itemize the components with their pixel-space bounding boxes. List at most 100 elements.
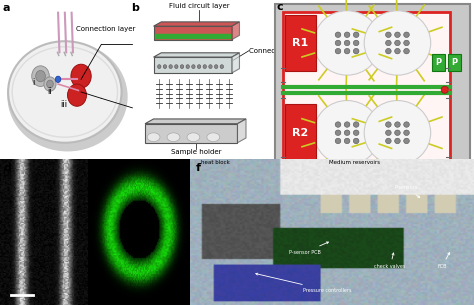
Circle shape bbox=[395, 48, 400, 54]
Bar bbox=[154, 26, 232, 40]
Text: ii: ii bbox=[47, 88, 52, 96]
Polygon shape bbox=[145, 119, 246, 124]
Polygon shape bbox=[237, 119, 246, 143]
Circle shape bbox=[395, 32, 400, 38]
Circle shape bbox=[344, 40, 350, 46]
Circle shape bbox=[353, 122, 359, 127]
Circle shape bbox=[163, 65, 167, 69]
Ellipse shape bbox=[8, 42, 128, 152]
Circle shape bbox=[385, 130, 391, 135]
Circle shape bbox=[353, 48, 359, 54]
Circle shape bbox=[36, 70, 46, 82]
Ellipse shape bbox=[167, 133, 180, 142]
Circle shape bbox=[404, 40, 410, 46]
Circle shape bbox=[404, 48, 410, 54]
Circle shape bbox=[385, 122, 391, 127]
Circle shape bbox=[314, 11, 380, 75]
Text: P: P bbox=[451, 58, 457, 67]
Circle shape bbox=[191, 65, 195, 69]
Circle shape bbox=[203, 65, 207, 69]
Text: b: b bbox=[131, 3, 139, 13]
Circle shape bbox=[404, 130, 410, 135]
Circle shape bbox=[395, 40, 400, 46]
Circle shape bbox=[46, 80, 54, 88]
Bar bbox=[336, 175, 356, 186]
Polygon shape bbox=[154, 22, 239, 26]
Circle shape bbox=[353, 138, 359, 144]
Text: f: f bbox=[195, 163, 201, 173]
Circle shape bbox=[353, 40, 359, 46]
Circle shape bbox=[335, 32, 341, 38]
Circle shape bbox=[71, 64, 91, 88]
Text: i: i bbox=[33, 78, 35, 87]
Circle shape bbox=[344, 122, 350, 127]
Circle shape bbox=[404, 138, 410, 144]
Text: R1: R1 bbox=[292, 38, 309, 48]
Text: heat block: heat block bbox=[201, 160, 229, 165]
Text: Sample holder: Sample holder bbox=[171, 149, 221, 155]
Text: Connection layer: Connection layer bbox=[249, 48, 308, 54]
Bar bbox=[284, 104, 316, 161]
Bar bbox=[304, 175, 335, 186]
Bar bbox=[154, 57, 232, 73]
Bar bbox=[145, 124, 237, 143]
Bar bbox=[448, 54, 461, 71]
Circle shape bbox=[385, 138, 391, 144]
Circle shape bbox=[344, 48, 350, 54]
Circle shape bbox=[353, 32, 359, 38]
Bar bbox=[155, 34, 230, 38]
Circle shape bbox=[67, 84, 86, 106]
Text: e: e bbox=[93, 163, 100, 173]
Ellipse shape bbox=[147, 133, 160, 142]
Text: iii: iii bbox=[60, 100, 67, 109]
Bar bbox=[283, 12, 450, 166]
Circle shape bbox=[335, 40, 341, 46]
Circle shape bbox=[335, 130, 341, 135]
Circle shape bbox=[404, 32, 410, 38]
Circle shape bbox=[157, 65, 161, 69]
Circle shape bbox=[335, 48, 341, 54]
Text: check valves: check valves bbox=[374, 253, 406, 269]
Polygon shape bbox=[232, 22, 239, 40]
Circle shape bbox=[441, 86, 448, 93]
Circle shape bbox=[335, 122, 341, 127]
Circle shape bbox=[395, 122, 400, 127]
Text: P: P bbox=[435, 58, 441, 67]
Text: Pressure controllers: Pressure controllers bbox=[256, 273, 352, 293]
Circle shape bbox=[385, 40, 391, 46]
Circle shape bbox=[314, 101, 380, 165]
Circle shape bbox=[335, 138, 341, 144]
Circle shape bbox=[197, 65, 201, 69]
Text: τEQ-Res: τEQ-Res bbox=[304, 178, 333, 183]
Circle shape bbox=[404, 122, 410, 127]
Circle shape bbox=[385, 48, 391, 54]
Circle shape bbox=[395, 138, 400, 144]
Text: d: d bbox=[3, 163, 11, 173]
Text: P-sensors: P-sensors bbox=[394, 185, 420, 197]
Text: P: P bbox=[277, 189, 281, 194]
Circle shape bbox=[214, 65, 218, 69]
Ellipse shape bbox=[187, 133, 200, 142]
Circle shape bbox=[55, 76, 61, 82]
Circle shape bbox=[220, 65, 224, 69]
Text: P-sensor PCB: P-sensor PCB bbox=[289, 242, 328, 255]
Polygon shape bbox=[232, 53, 239, 73]
Circle shape bbox=[344, 32, 350, 38]
Text: Feeder: Feeder bbox=[274, 178, 299, 183]
Circle shape bbox=[186, 65, 190, 69]
Circle shape bbox=[353, 130, 359, 135]
Circle shape bbox=[174, 65, 178, 69]
Circle shape bbox=[364, 11, 431, 75]
Circle shape bbox=[209, 65, 212, 69]
Circle shape bbox=[32, 66, 49, 86]
Circle shape bbox=[344, 130, 350, 135]
Circle shape bbox=[169, 65, 173, 69]
Text: a: a bbox=[3, 3, 10, 13]
Ellipse shape bbox=[8, 41, 121, 143]
Circle shape bbox=[44, 77, 56, 91]
Text: Fluid circuit layer: Fluid circuit layer bbox=[169, 3, 229, 9]
Text: R2: R2 bbox=[292, 128, 309, 138]
Text: FCB: FCB bbox=[437, 253, 449, 269]
Text: Medium reservoirs: Medium reservoirs bbox=[329, 160, 380, 165]
Polygon shape bbox=[154, 53, 239, 57]
